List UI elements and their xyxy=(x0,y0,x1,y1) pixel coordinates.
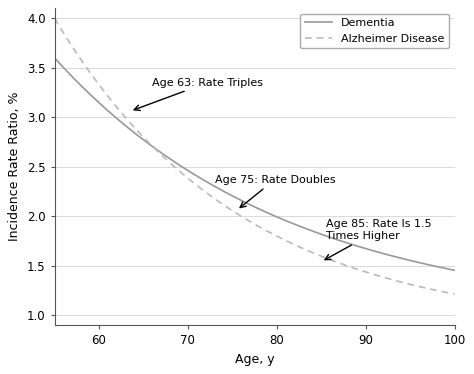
X-axis label: Age, y: Age, y xyxy=(235,353,274,366)
Alzheimer Disease xyxy=(268,231,274,235)
Alzheimer Disease xyxy=(452,292,457,296)
Y-axis label: Incidence Rate Ratio, %: Incidence Rate Ratio, % xyxy=(9,92,21,242)
Legend: Dementia, Alzheimer Disease: Dementia, Alzheimer Disease xyxy=(300,14,449,48)
Text: Age 75: Rate Doubles: Age 75: Rate Doubles xyxy=(215,175,335,208)
Text: Age 63: Rate Triples: Age 63: Rate Triples xyxy=(134,77,264,110)
Dementia xyxy=(442,266,448,270)
Dementia xyxy=(290,221,295,226)
Text: Age 85: Rate Is 1.5
Times Higher: Age 85: Rate Is 1.5 Times Higher xyxy=(325,219,431,260)
Dementia xyxy=(452,268,457,273)
Dementia xyxy=(380,251,385,255)
Dementia xyxy=(268,212,274,217)
Dementia xyxy=(52,56,57,60)
Alzheimer Disease xyxy=(380,275,385,279)
Dementia xyxy=(244,201,250,205)
Alzheimer Disease xyxy=(442,290,448,294)
Line: Dementia: Dementia xyxy=(55,58,455,270)
Line: Alzheimer Disease: Alzheimer Disease xyxy=(55,18,455,294)
Alzheimer Disease xyxy=(244,217,250,222)
Alzheimer Disease xyxy=(52,16,57,21)
Dementia xyxy=(242,200,247,204)
Alzheimer Disease xyxy=(290,242,295,246)
Alzheimer Disease xyxy=(242,216,247,221)
